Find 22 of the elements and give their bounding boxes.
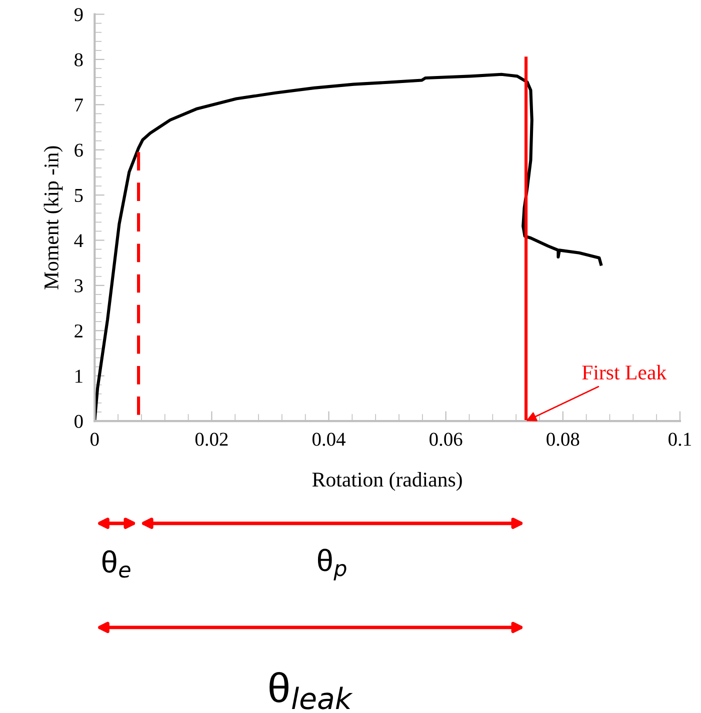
text: θ$_{leak}$	[270, 672, 353, 710]
x-tick-label: 0.1	[668, 432, 691, 446]
y-tick-label: 2	[74, 324, 82, 338]
text: θ$_{e}$	[102, 550, 130, 578]
annotation: First Leak	[582, 364, 667, 380]
y-tick-label: 0	[74, 414, 83, 428]
y-axis-title: Moment (kip -in)	[44, 146, 63, 290]
y-tick-label: 9	[74, 8, 83, 22]
y-tick-label: 3	[74, 279, 83, 292]
y-tick-label: 7	[75, 98, 83, 112]
x-tick-label: 0.08	[546, 432, 580, 446]
x-tick-label: 0.04	[312, 432, 346, 446]
y-tick-label: 5	[74, 189, 83, 202]
y-tick-label: 6	[74, 144, 83, 157]
x-tick-label: 0.02	[195, 432, 228, 446]
x-tick-label: 0	[90, 432, 99, 446]
y-tick-label: 1	[76, 370, 82, 383]
y-tick-label: 4	[74, 234, 84, 247]
y-tick-label: 8	[74, 53, 83, 66]
x-axis-title: Rotation (radians)	[312, 472, 462, 491]
text: θ$_{p}$	[318, 548, 346, 580]
x-tick-label: 0.06	[430, 432, 462, 446]
